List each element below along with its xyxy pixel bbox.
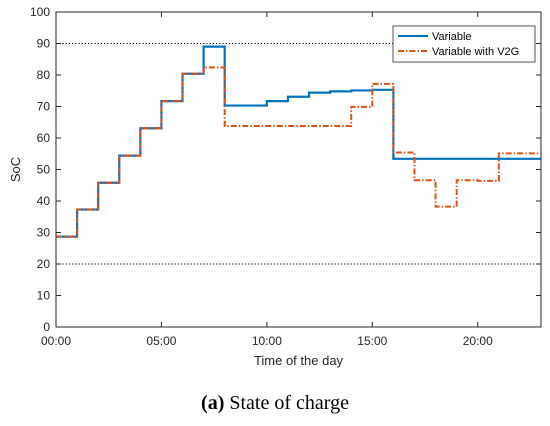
caption-text: State of charge (224, 392, 349, 414)
caption-tag: (a) (201, 392, 225, 414)
series-layer (56, 45, 541, 238)
plot-background (56, 12, 541, 327)
legend-entry-variable: Variable (432, 31, 472, 43)
legend-box (392, 25, 536, 63)
y-tick-label: 70 (37, 100, 51, 114)
x-tick-label: 10:00 (252, 334, 282, 348)
series-line-v2g (56, 66, 541, 238)
y-tick-label: 100 (30, 5, 50, 19)
legend-entry-v2g: Variable with V2G (432, 46, 519, 58)
y-tick-label: 10 (37, 289, 51, 303)
y-tick-label: 0 (43, 320, 50, 334)
y-tick-label: 40 (37, 194, 51, 208)
y-tick-label: 30 (37, 226, 51, 240)
x-tick-label: 20:00 (463, 334, 493, 348)
y-tick-label: 50 (37, 163, 51, 177)
ticks: 0 10 20 30 40 50 60 70 80 90 100 00:00 05:00 10:00 15:… (30, 5, 541, 348)
soc-chart: 0 10 20 30 40 50 60 70 80 90 100 00:00 05:00 10:00 15:… (8, 5, 542, 368)
y-axis-label: SoC (8, 157, 23, 182)
plot-area (56, 12, 541, 327)
x-tick-label: 05:00 (146, 334, 176, 348)
x-axis-label: Time of the day (254, 353, 344, 368)
x-tick-label: 00:00 (41, 334, 71, 348)
y-tick-label: 90 (37, 37, 51, 51)
y-tick-label: 80 (37, 68, 51, 82)
figure-caption: (a) State of charge (0, 392, 550, 415)
y-tick-label: 20 (37, 257, 51, 271)
y-tick-label: 60 (37, 131, 51, 145)
x-tick-label: 15:00 (357, 334, 387, 348)
legend: Variable Variable with V2G (392, 25, 536, 63)
